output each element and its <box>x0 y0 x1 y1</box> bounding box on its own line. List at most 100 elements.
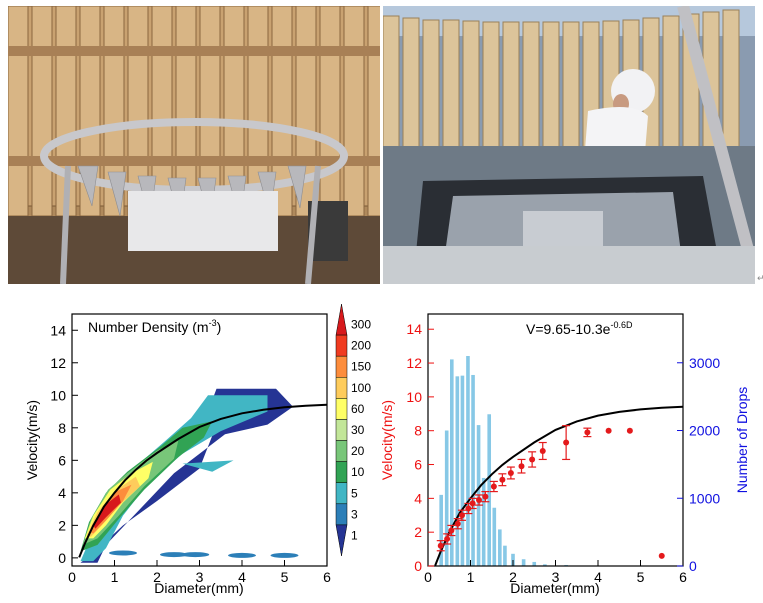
x-tick-label: 5 <box>637 569 645 585</box>
x-tick-label: 4 <box>238 569 246 585</box>
photo-disdrometer-worker <box>383 6 755 284</box>
colorbar-segment <box>335 461 348 483</box>
contour-band <box>93 494 121 529</box>
colorbar-segment <box>335 377 348 399</box>
disdrometer-ring-photo-icon <box>8 6 380 284</box>
colorbar-label: 100 <box>351 381 371 395</box>
x-tick-label: 0 <box>424 569 432 585</box>
colorbar-label: 20 <box>351 444 365 458</box>
y-axis-label: Velocity(m/s) <box>24 400 40 480</box>
velocity-points <box>436 425 665 559</box>
drop-count-bar <box>492 507 497 566</box>
velocity-point <box>518 463 525 470</box>
fit-formula: V=9.65-10.3e-0.6D <box>526 320 633 337</box>
contour-blob <box>181 552 210 558</box>
velocity-point <box>459 512 465 519</box>
y-tick-label: 12 <box>406 355 422 371</box>
colorbar-segment <box>335 355 348 378</box>
contour-blob <box>109 550 137 556</box>
velocity-point <box>626 427 633 434</box>
y-tick-label: 6 <box>58 452 66 468</box>
y-tick-label: 14 <box>406 321 422 337</box>
y-tick-label: 2 <box>414 524 422 540</box>
colorbar-segment <box>335 419 348 441</box>
y-tick-label: 2 <box>58 517 66 533</box>
drop-count-bar <box>498 529 502 566</box>
y-tick-label: 10 <box>50 387 66 403</box>
y-tick-label: 8 <box>414 423 422 439</box>
drop-count-bar <box>532 561 537 566</box>
x-tick-label: 6 <box>323 569 331 585</box>
y-tick-label: 8 <box>58 420 66 436</box>
contour-blob <box>270 552 299 558</box>
x-tick-label: 1 <box>467 569 475 585</box>
colorbar-label: 60 <box>351 402 365 416</box>
velocity-point <box>465 505 472 512</box>
photo-disdrometer-ring <box>8 6 380 284</box>
y-tick-label: 12 <box>50 355 66 371</box>
velocity-point <box>563 439 570 446</box>
colorbar-segment <box>335 303 348 336</box>
drop-count-bar <box>487 414 492 566</box>
contour-band <box>80 388 293 563</box>
colorbar-label: 150 <box>351 360 371 374</box>
velocity-point <box>539 447 546 454</box>
y2-axis-label: Number of Drops <box>734 387 750 494</box>
y-axis-label: Velocity(m/s) <box>380 400 395 480</box>
velocity-point <box>454 520 461 527</box>
drop-count-bar <box>543 564 547 566</box>
colorbar-segment <box>335 524 348 557</box>
y-tick-label: 6 <box>414 457 422 473</box>
colorbar-label: 300 <box>351 318 371 332</box>
y2-axis-ticks: 0 1000 2000 3000 <box>677 355 720 574</box>
y-tick-label: 0 <box>414 558 422 574</box>
drop-count-bar <box>503 545 507 566</box>
velocity-point <box>529 456 536 463</box>
colorbar-label: 10 <box>351 465 365 479</box>
drop-count-bar <box>460 375 465 566</box>
x-tick-label: 5 <box>281 569 289 585</box>
colorbar-label: 30 <box>351 423 365 437</box>
y-tick-label: 4 <box>414 490 422 506</box>
contour-blob <box>182 460 234 472</box>
x-axis-ticks: 0 1 2 3 4 5 6 <box>424 560 687 585</box>
velocity-point <box>507 469 514 476</box>
contour-blob <box>160 552 188 558</box>
y-tick-label: 4 <box>58 485 66 501</box>
y2-tick-label: 1000 <box>689 490 720 506</box>
x-tick-label: 2 <box>509 569 517 585</box>
chart-title: Number Density (m-3) <box>88 318 221 335</box>
y2-tick-label: 2000 <box>689 423 720 439</box>
y-tick-label: 0 <box>58 550 66 566</box>
drop-count-bar <box>444 430 449 566</box>
colorbar-label: 1 <box>351 528 358 542</box>
colorbar-segment <box>335 503 348 526</box>
velocity-point <box>448 527 455 534</box>
drop-count-bar <box>521 559 526 566</box>
colorbar-label: 200 <box>351 339 371 353</box>
x-axis-label: Diameter(mm) <box>154 580 243 596</box>
x-tick-label: 4 <box>594 569 602 585</box>
velocity-point <box>584 429 591 436</box>
velocity-point <box>482 493 489 500</box>
velocity-point <box>476 497 482 504</box>
x-tick-label: 1 <box>111 569 119 585</box>
x-tick-label: 0 <box>68 569 76 585</box>
velocity-point <box>469 500 476 507</box>
velocity-point <box>490 483 497 490</box>
drop-count-bar <box>471 374 475 566</box>
colorbar-segment <box>335 334 348 357</box>
contour-blob <box>228 552 256 558</box>
drop-count-bar <box>481 477 486 566</box>
colorbar-segment <box>335 398 348 420</box>
colorbar-segment <box>335 440 348 462</box>
velocity-point <box>499 476 506 483</box>
velocity-point <box>437 542 444 549</box>
x-tick-label: 3 <box>552 569 560 585</box>
drop-count-bars <box>439 356 568 566</box>
drop-count-bar <box>455 376 460 566</box>
